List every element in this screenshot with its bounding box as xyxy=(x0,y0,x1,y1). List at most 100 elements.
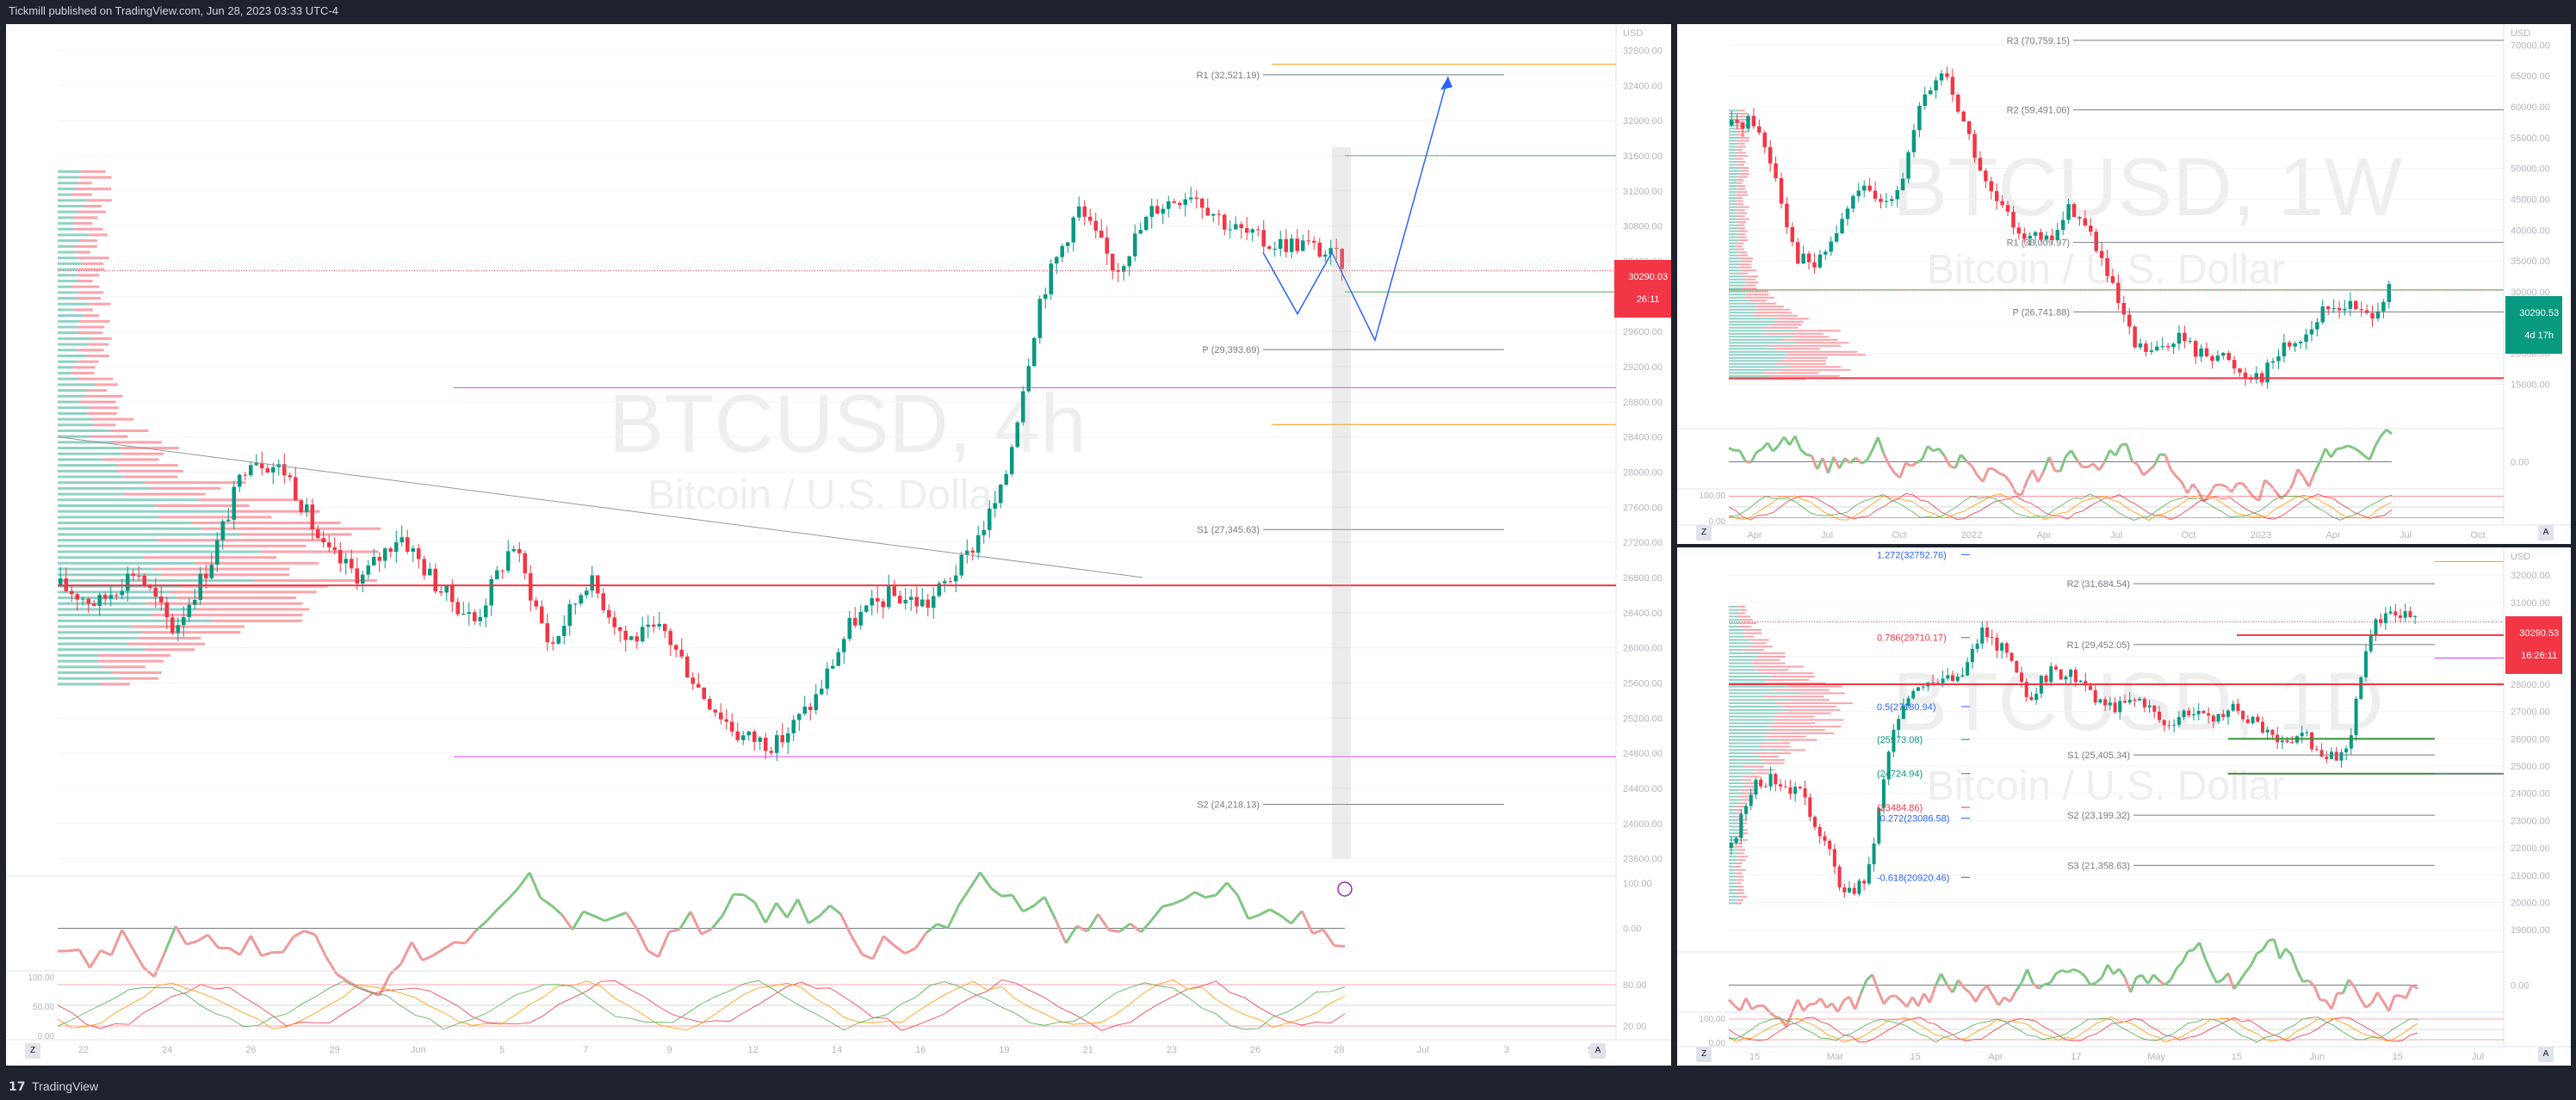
publish-info: Tickmill published on TradingView.com, J… xyxy=(0,0,2576,22)
candle-body xyxy=(708,699,712,709)
volume-profile-bar xyxy=(79,239,96,242)
volume-profile-bar xyxy=(1729,279,1743,281)
oscillator-line xyxy=(1884,997,1890,1004)
volume-profile-bar xyxy=(1729,339,1782,341)
volume-profile-bar xyxy=(1755,669,1788,671)
candle-body xyxy=(176,625,180,633)
volume-profile-bar xyxy=(1729,692,1800,694)
candle-body xyxy=(198,573,202,600)
volume-profile-bar xyxy=(1729,782,1746,784)
volume-profile-bar xyxy=(1785,357,1828,359)
volume-profile-bar xyxy=(1729,164,1738,166)
volume-profile-bar xyxy=(1729,739,1780,741)
candle-body xyxy=(780,735,784,742)
volume-profile-bar xyxy=(95,383,117,386)
volume-profile-bar xyxy=(1743,279,1756,281)
candle-body xyxy=(450,585,455,602)
volume-profile-bar xyxy=(89,406,118,409)
candle-body xyxy=(2344,749,2348,752)
volume-profile-bar xyxy=(88,199,112,201)
candle-body xyxy=(2122,303,2126,314)
candle-body xyxy=(2006,205,2009,212)
volume-profile-bar xyxy=(1729,173,1739,175)
volume-profile-bar xyxy=(77,251,90,254)
volume-profile-bar xyxy=(1729,629,1743,631)
volume-profile-bar xyxy=(1739,137,1749,139)
weekly-chart-panel[interactable]: BTCUSD, 1W Bitcoin / U.S. Dollar 70000.0… xyxy=(1677,24,2571,544)
volume-profile-bar xyxy=(1736,245,1743,247)
tradingview-footer[interactable]: 17 TradingView xyxy=(0,1074,2576,1099)
candle-body xyxy=(1911,691,1915,699)
volume-profile-bar xyxy=(84,314,99,317)
volume-profile-bar xyxy=(58,625,132,627)
main-chart-panel[interactable]: BTCUSD, 4h Bitcoin / U.S. Dollar 32800.0… xyxy=(6,24,1671,1066)
candle-body xyxy=(1161,209,1165,214)
volume-profile-bar xyxy=(1729,281,1747,283)
weekly-chart-canvas[interactable]: 70000.0065000.0060000.0055000.0050000.00… xyxy=(1677,24,2571,544)
oscillator-line xyxy=(1873,437,1878,450)
oscillator-line xyxy=(2314,461,2319,473)
main-auto-scale-button[interactable]: A xyxy=(1590,1043,1606,1059)
time-axis-label: May xyxy=(2147,1052,2165,1062)
candle-body xyxy=(948,581,952,582)
candle-body xyxy=(2183,333,2186,342)
oscillator-line xyxy=(465,930,475,943)
candle-body xyxy=(1189,198,1193,200)
candle-body xyxy=(75,594,79,599)
volume-profile-bar xyxy=(1739,239,1748,241)
oscillator-line xyxy=(2028,969,2034,984)
candle-body xyxy=(1951,77,1954,95)
weekly-auto-scale-button[interactable]: A xyxy=(2538,525,2554,541)
volume-profile-bar xyxy=(1729,893,1737,894)
volume-profile-bar xyxy=(1729,852,1738,854)
candle-body xyxy=(523,553,527,573)
oscillator-line xyxy=(1959,980,1965,988)
candle-body xyxy=(2217,714,2220,722)
oscillator-line xyxy=(2067,969,2073,972)
oscillator-line xyxy=(712,915,722,928)
oscillator-line xyxy=(1935,973,1941,986)
volume-profile-bar xyxy=(1729,170,1741,172)
volume-profile-bar xyxy=(1729,736,1766,738)
candle-body xyxy=(713,709,717,712)
candle-body xyxy=(2359,309,2362,310)
volume-profile-bar xyxy=(1786,351,1858,353)
volume-profile-bar xyxy=(1729,116,1739,118)
volume-profile-bar xyxy=(87,343,108,346)
volume-profile-bar xyxy=(170,590,316,593)
main-chart-canvas[interactable]: 32800.0032400.0032000.0031600.0031200.00… xyxy=(6,24,1671,1066)
oscillator-line xyxy=(659,932,669,957)
oscillator-line xyxy=(2342,446,2347,448)
oscillator-line xyxy=(2149,466,2154,471)
weekly-zoom-reset-button[interactable]: Z xyxy=(1696,525,1712,541)
volume-profile-bar xyxy=(1741,261,1752,263)
volume-profile-bar xyxy=(1729,312,1754,313)
candle-body xyxy=(1752,116,1756,127)
volume-profile-bar xyxy=(77,280,92,282)
oscillator-line xyxy=(1205,895,1216,898)
session-volume-band xyxy=(1332,147,1351,859)
volume-profile-bar xyxy=(1729,799,1743,800)
candle-body xyxy=(1972,134,1976,158)
volume-profile-bar xyxy=(71,194,92,196)
candle-body xyxy=(1295,238,1299,250)
daily-chart-canvas[interactable]: 32000.0031000.0030000.0029000.0028000.00… xyxy=(1677,547,2571,1066)
daily-zoom-reset-button[interactable]: Z xyxy=(1696,1047,1712,1062)
price-axis-label: 50000.00 xyxy=(2511,164,2550,175)
candle-body xyxy=(2321,306,2325,322)
candle-body xyxy=(332,547,337,550)
time-axis-label: 24 xyxy=(162,1045,172,1055)
daily-chart-panel[interactable]: BTCUSD, 1D Bitcoin / U.S. Dollar 32000.0… xyxy=(1677,547,2571,1066)
daily-auto-scale-button[interactable]: A xyxy=(2538,1047,2554,1062)
volume-profile-bar xyxy=(1738,263,1751,265)
oscillator-line xyxy=(2071,450,2077,460)
candle-body xyxy=(153,588,158,596)
main-zoom-reset-button[interactable]: Z xyxy=(25,1043,40,1059)
oscillator-line xyxy=(1270,910,1280,916)
volume-profile-bar xyxy=(58,263,82,265)
oscillator-line xyxy=(1012,895,1023,912)
volume-profile-bar xyxy=(1729,324,1770,325)
volume-profile-bar xyxy=(1729,719,1776,720)
candle-body xyxy=(2381,302,2385,312)
candle-body xyxy=(2158,712,2161,720)
